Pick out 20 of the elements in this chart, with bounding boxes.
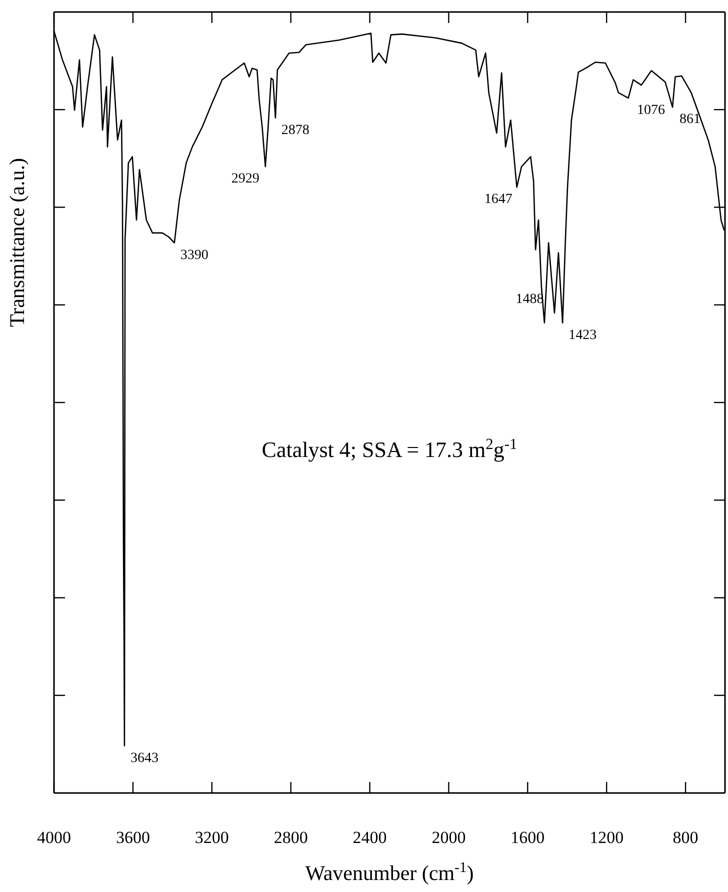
x-tick-label: 2000 <box>432 828 466 847</box>
annotation: Catalyst 4; SSA = 17.3 m$^{2}$g$^{-1}$ <box>262 436 518 462</box>
x-tick-label: 4000 <box>37 828 71 847</box>
annotation: 2929 <box>231 172 260 187</box>
x-tick-label: 3200 <box>194 828 229 847</box>
x-tick-label: 2400 <box>352 828 387 847</box>
x-tick-label: 1600 <box>510 828 545 847</box>
x-tick-label: 1200 <box>590 828 624 847</box>
annotation: 861 <box>679 112 700 128</box>
x-tick-label: 800 <box>672 828 698 847</box>
y-axis-title: Transmittance (a.u.) <box>5 158 29 327</box>
x-tick-label: 3600 <box>116 828 150 847</box>
annotation: 2878 <box>281 122 310 138</box>
x-tick-label: 2800 <box>274 828 308 847</box>
annotation: 3643 <box>130 750 158 766</box>
annotation: 1423 <box>568 328 597 343</box>
annotation: 3390 <box>180 248 208 263</box>
annotation: 1076 <box>637 103 666 118</box>
annotation: 1647 <box>484 192 512 208</box>
x-axis-title: Wavenumber (cm$^{-1}$) <box>305 860 474 885</box>
